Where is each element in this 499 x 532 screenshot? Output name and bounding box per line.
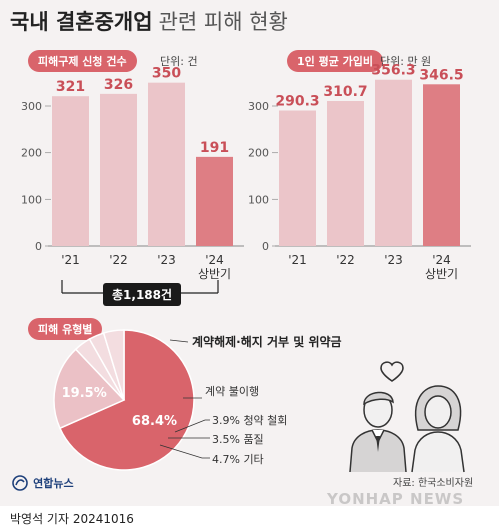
chart2-category-label-2: '23 [384,253,403,267]
chart1-ytick-3: 300 [21,100,42,113]
yonhap-logo: 연합뉴스 [12,472,74,491]
heart-icon [380,361,404,382]
chart1-bar-0 [52,96,89,246]
chart2-bar-3 [423,84,460,246]
chart2-bar-2 [375,79,412,246]
donut-value-label-1: 19.5% [62,386,107,401]
donut-label-withdraw: 3.9% 청약 철회 [212,414,288,427]
chart2-category-label-3: '24 [432,253,451,267]
woman-figure [411,385,465,473]
chart1-value-label-2: 350 [152,66,181,82]
couple-illustration [349,361,465,473]
source-note: 자료: 한국소비자원 [393,478,474,489]
leader-lines [159,339,210,459]
donut-label-second: 계약 불이행 [205,385,260,398]
watermark: YONHAP NEWS [327,490,465,508]
donut-label-etc: 4.7% 기타 [212,453,264,466]
donut-value-label-0: 68.4% [132,414,177,429]
chart1-ytick-1: 100 [21,193,42,206]
chart2-value-label-2: 356.3 [371,63,415,79]
chart2-ytick-3: 300 [248,100,269,113]
donut-label-main: 계약해제·해지 거부 및 위약금 [192,335,342,349]
title-light: 관련 피해 현황 [158,10,288,34]
man-figure [349,391,407,473]
chart1-category-label-0: '21 [61,253,80,267]
chart1-ytick-2: 200 [21,147,42,160]
credit-line: 박영석 기자 20241016 [10,512,134,526]
page-title: 국내 결혼중개업 관련 피해 현황 [10,6,288,36]
donut-slice-4 [102,329,125,401]
chart2-category-label-3-line1: 상반기 [425,267,458,281]
chart2-value-label-1: 310.7 [323,84,367,100]
chart2-bar-1 [327,101,364,246]
chart2-category-label-1: '22 [336,253,355,267]
chart2-title-pill: 1인 평균 가입비 [287,50,384,72]
chart2-plot: 0 100 200 300 290.3 '21 310.7 '22 356.3 '23 346.5 '… [248,63,471,281]
logo-text: 연합뉴스 [33,477,74,490]
chart2-value-label-3: 346.5 [419,67,463,83]
chart1-ytick-0: 0 [35,240,42,253]
chart2-unit: 단위: 만 원 [380,55,432,68]
chart2-ytick-1: 100 [248,193,269,206]
chart1-unit: 단위: 건 [160,55,198,68]
donut-slices: 68.4% 19.5% [53,329,195,471]
chart1-category-label-3: '24 [205,253,224,267]
title-bold: 국내 결혼중개업 [10,10,153,34]
chart1-value-label-1: 326 [104,77,133,93]
chart2-ytick-2: 200 [248,147,269,160]
yonhap-logo-icon [12,474,28,491]
donut-chart: 68.4% 19.5% [53,329,210,471]
donut-label-quality: 3.5% 품질 [212,433,264,446]
chart1-bar-2 [148,82,185,247]
donut-slice-1 [53,348,126,430]
chart1-value-label-3: 191 [200,140,229,156]
total-badge: 총1,188건 [103,283,182,306]
chart1-bar-3 [196,156,233,246]
chart1-bar-1 [100,93,137,246]
credit-bar [0,506,499,532]
chart1-title-pill: 피해구제 신청 건수 [28,50,137,72]
chart1-category-label-1: '22 [109,253,128,267]
chart2-category-label-0: '21 [288,253,307,267]
chart2-value-label-0: 290.3 [275,94,319,110]
chart1-category-label-3-line1: 상반기 [198,267,231,281]
donut-title-pill: 피해 유형별 [28,318,103,340]
chart1-category-label-2: '23 [157,253,176,267]
chart1-value-label-0: 321 [56,79,85,95]
chart2-ytick-0: 0 [262,240,269,253]
chart2-bar-0 [279,110,316,246]
